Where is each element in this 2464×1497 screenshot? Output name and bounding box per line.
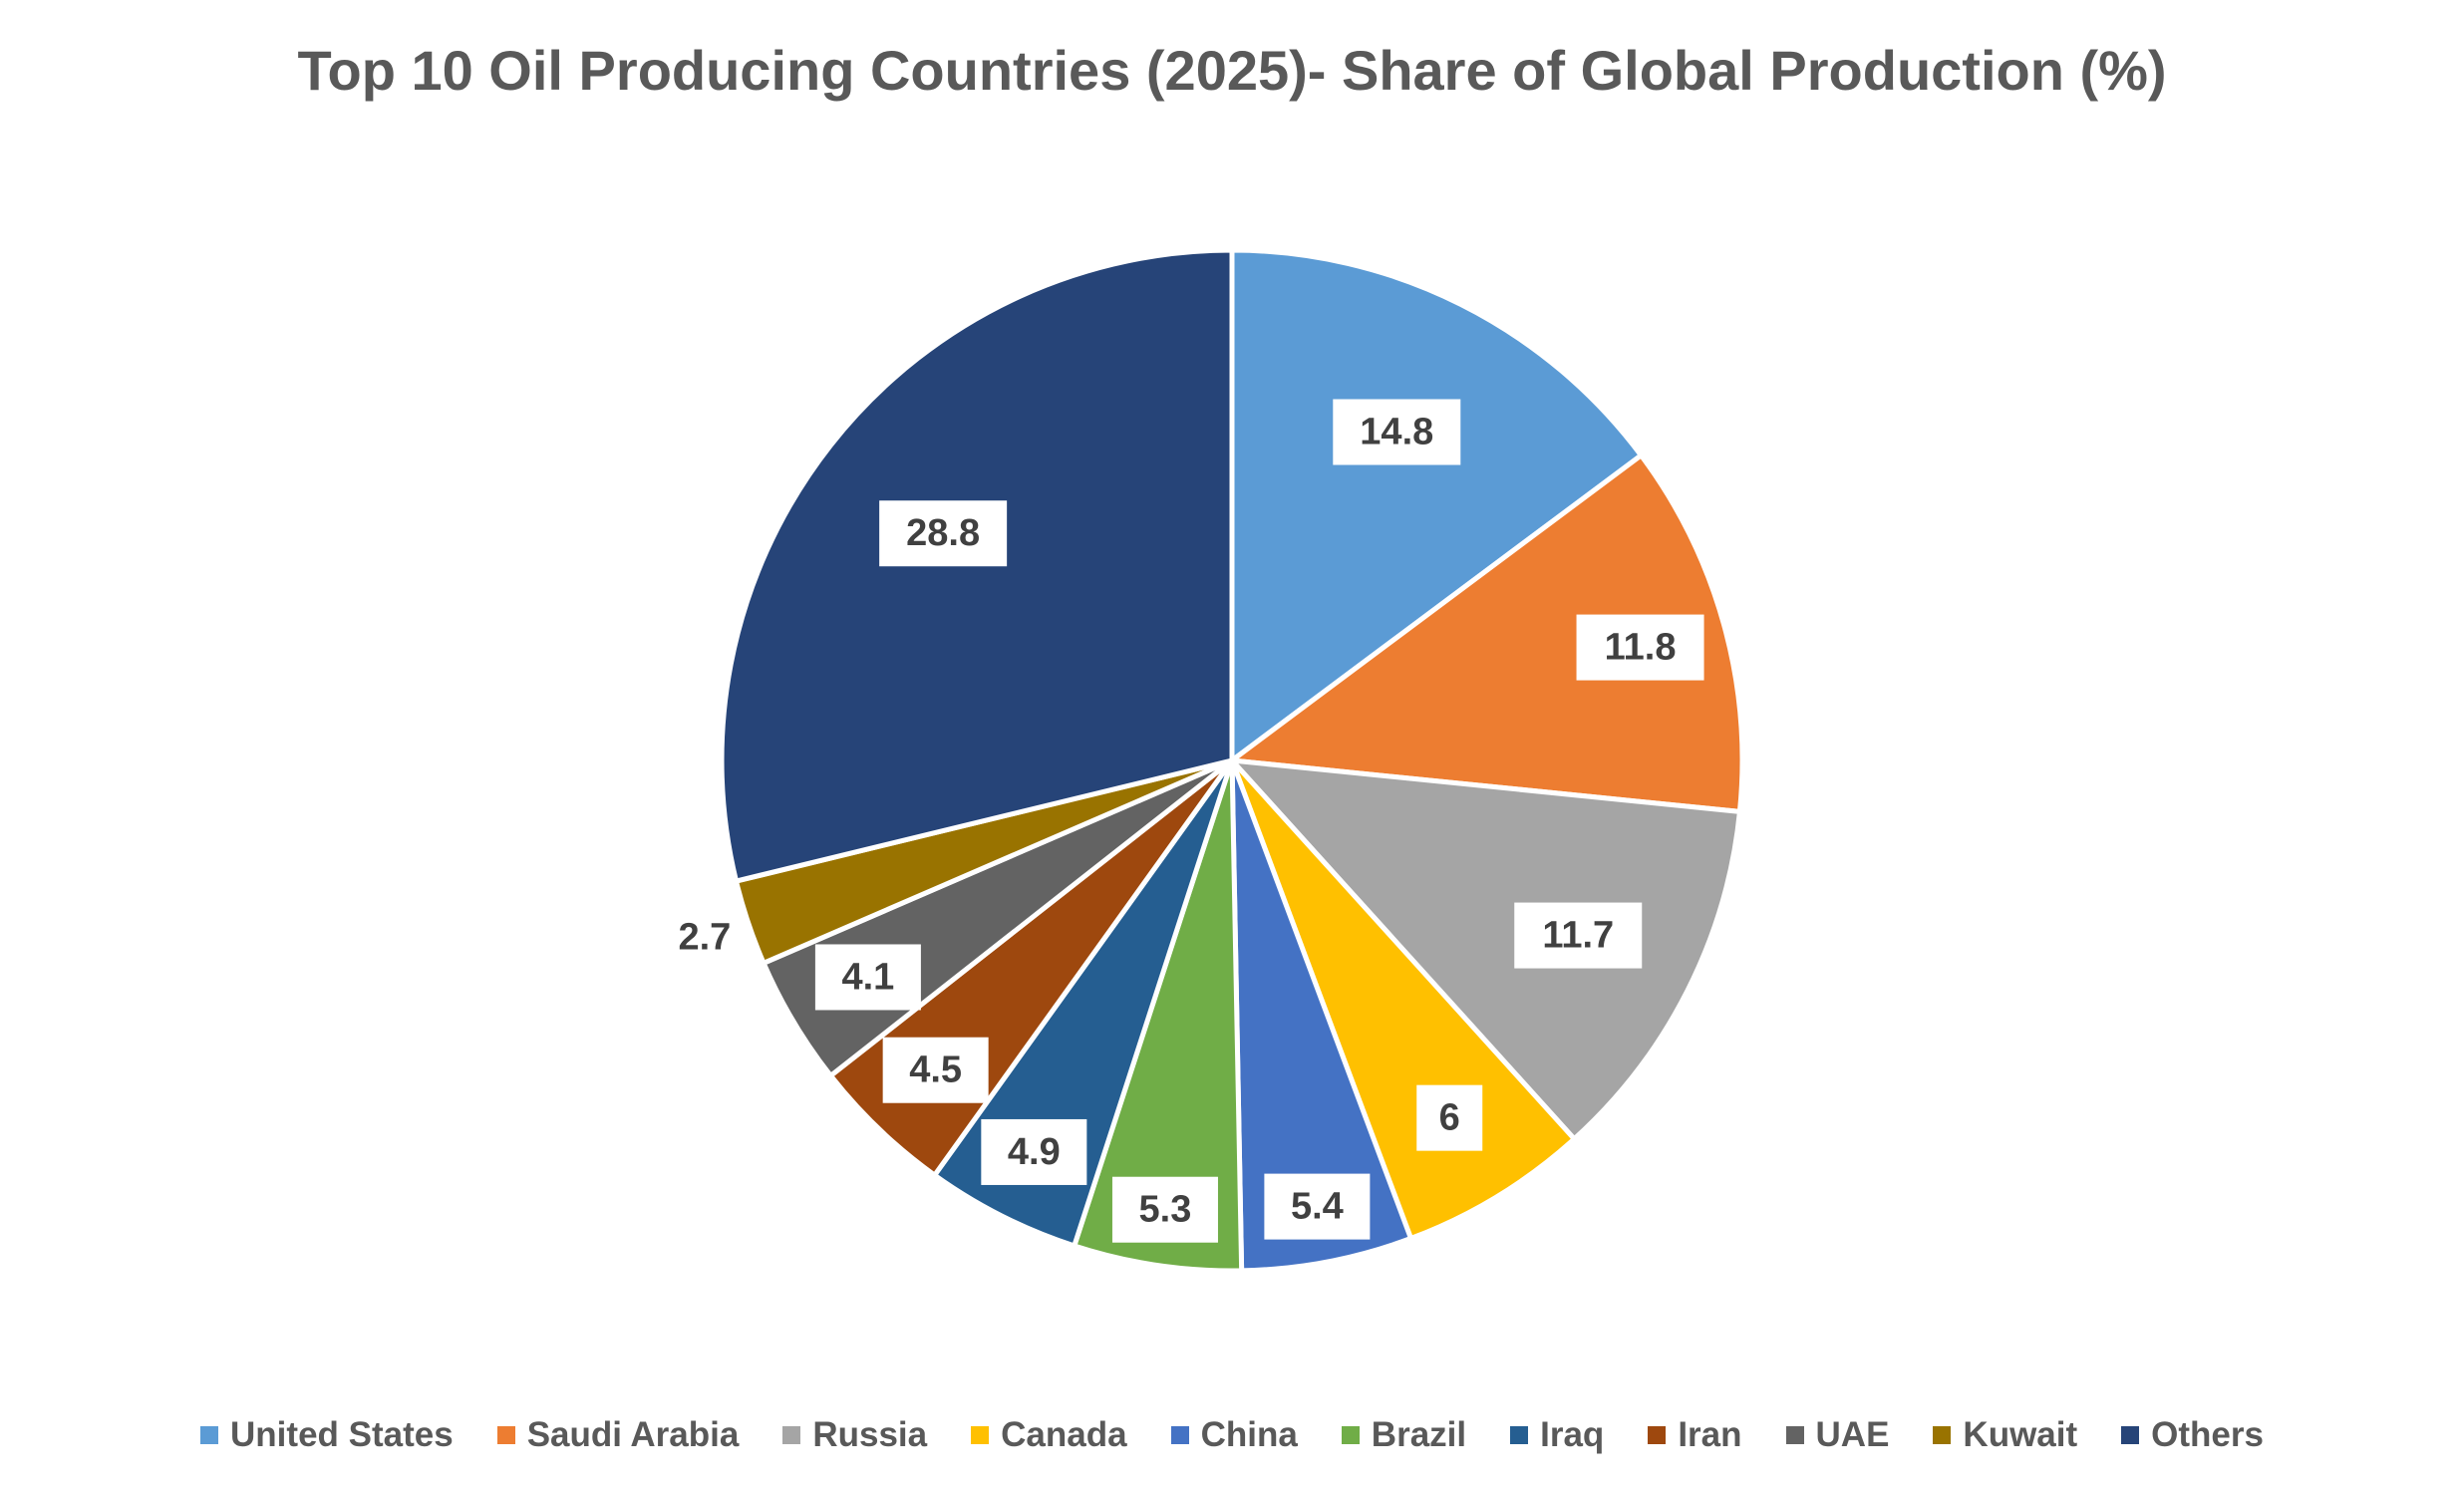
data-label-box-brazil [1111, 1176, 1218, 1243]
pie-slice-china [1229, 757, 1413, 1274]
legend-swatch-brazil [1341, 1426, 1360, 1444]
legend-swatch-saudi-arabia [496, 1426, 515, 1444]
legend-label-kuwait: Kuwait [1963, 1415, 2078, 1454]
legend-item-russia: Russia [782, 1415, 927, 1455]
legend-swatch-others [2121, 1426, 2140, 1444]
data-label-box-china [1264, 1173, 1371, 1240]
legend-label-brazil: Brazil [1371, 1415, 1467, 1454]
data-label-box-iran [882, 1037, 989, 1103]
pie-slice-brazil [1072, 757, 1245, 1274]
legend-label-russia: Russia [812, 1415, 928, 1454]
pie-slice-united-states [1229, 247, 1644, 763]
legend-label-canada: Canada [1001, 1415, 1127, 1454]
legend-item-iraq: Iraq [1510, 1415, 1604, 1455]
legend-label-china: China [1200, 1415, 1298, 1454]
legend-swatch-china [1170, 1426, 1189, 1444]
data-label-canada: 6 [1416, 1084, 1483, 1151]
data-label-text-china: 5.4 [1291, 1186, 1344, 1228]
data-label-iran: 4.5 [882, 1037, 989, 1103]
data-label-iraq: 4.9 [981, 1118, 1087, 1185]
data-label-text-iraq: 4.9 [1008, 1131, 1061, 1173]
data-label-text-others: 28.8 [906, 512, 980, 554]
data-label-text-brazil: 5.3 [1139, 1189, 1192, 1231]
data-label-text-saudi-arabia: 11.8 [1605, 627, 1677, 669]
data-label-text-kuwait: 2.7 [678, 916, 731, 958]
legend-item-kuwait: Kuwait [1933, 1415, 2077, 1455]
legend-item-canada: Canada [971, 1415, 1127, 1455]
legend-swatch-iraq [1510, 1426, 1529, 1444]
data-label-box-saudi-arabia [1576, 614, 1704, 681]
data-label-box-others [879, 500, 1008, 567]
pie-slice-saudi-arabia [1229, 452, 1745, 814]
legend-label-saudi-arabia: Saudi Arabia [526, 1415, 740, 1454]
legend-swatch-uae [1785, 1426, 1804, 1444]
legend-label-iraq: Iraq [1540, 1415, 1605, 1454]
legend-item-united-states: United States [200, 1415, 454, 1455]
data-label-text-iran: 4.5 [909, 1049, 962, 1091]
data-label-russia: 11.7 [1514, 902, 1643, 969]
data-label-box-uae [814, 944, 921, 1011]
legend-item-others: Others [2121, 1415, 2264, 1455]
legend-item-china: China [1170, 1415, 1298, 1455]
data-label-text-united-states: 14.8 [1360, 411, 1433, 452]
legend-label-united-states: United States [230, 1415, 454, 1454]
data-label-kuwait: 2.7 [678, 916, 731, 958]
data-label-uae: 4.1 [814, 944, 921, 1011]
legend-swatch-canada [971, 1426, 990, 1444]
data-label-china: 5.4 [1264, 1173, 1371, 1240]
data-label-brazil: 5.3 [1111, 1176, 1218, 1243]
legend-item-uae: UAE [1785, 1415, 1890, 1455]
legend-item-saudi-arabia: Saudi Arabia [496, 1415, 740, 1455]
chart-legend: United States Saudi Arabia Russia Canada Chi… [0, 1415, 2464, 1455]
legend-label-iran: Iran [1678, 1415, 1742, 1454]
data-label-box-canada [1416, 1084, 1483, 1151]
legend-label-uae: UAE [1815, 1415, 1890, 1454]
legend-swatch-iran [1648, 1426, 1667, 1444]
data-label-saudi-arabia: 11.8 [1576, 614, 1704, 681]
legend-swatch-united-states [200, 1426, 219, 1444]
pie-slice-canada [1229, 757, 1577, 1242]
data-label-box-united-states [1333, 399, 1461, 465]
legend-item-iran: Iran [1648, 1415, 1742, 1455]
data-label-box-russia [1514, 902, 1643, 969]
data-label-text-canada: 6 [1439, 1097, 1460, 1139]
legend-label-others: Others [2151, 1415, 2264, 1454]
legend-swatch-kuwait [1933, 1426, 1952, 1444]
legend-item-brazil: Brazil [1341, 1415, 1467, 1455]
data-label-text-russia: 11.7 [1542, 915, 1614, 957]
data-label-box-iraq [981, 1118, 1087, 1185]
pie-slice-russia [1229, 757, 1742, 1142]
data-label-united-states: 14.8 [1333, 399, 1461, 465]
data-label-text-uae: 4.1 [841, 956, 894, 998]
data-label-others: 28.8 [879, 500, 1008, 567]
legend-swatch-russia [782, 1426, 801, 1444]
chart-title: Top 10 Oil Producing Countries (2025)- S… [297, 39, 2167, 102]
